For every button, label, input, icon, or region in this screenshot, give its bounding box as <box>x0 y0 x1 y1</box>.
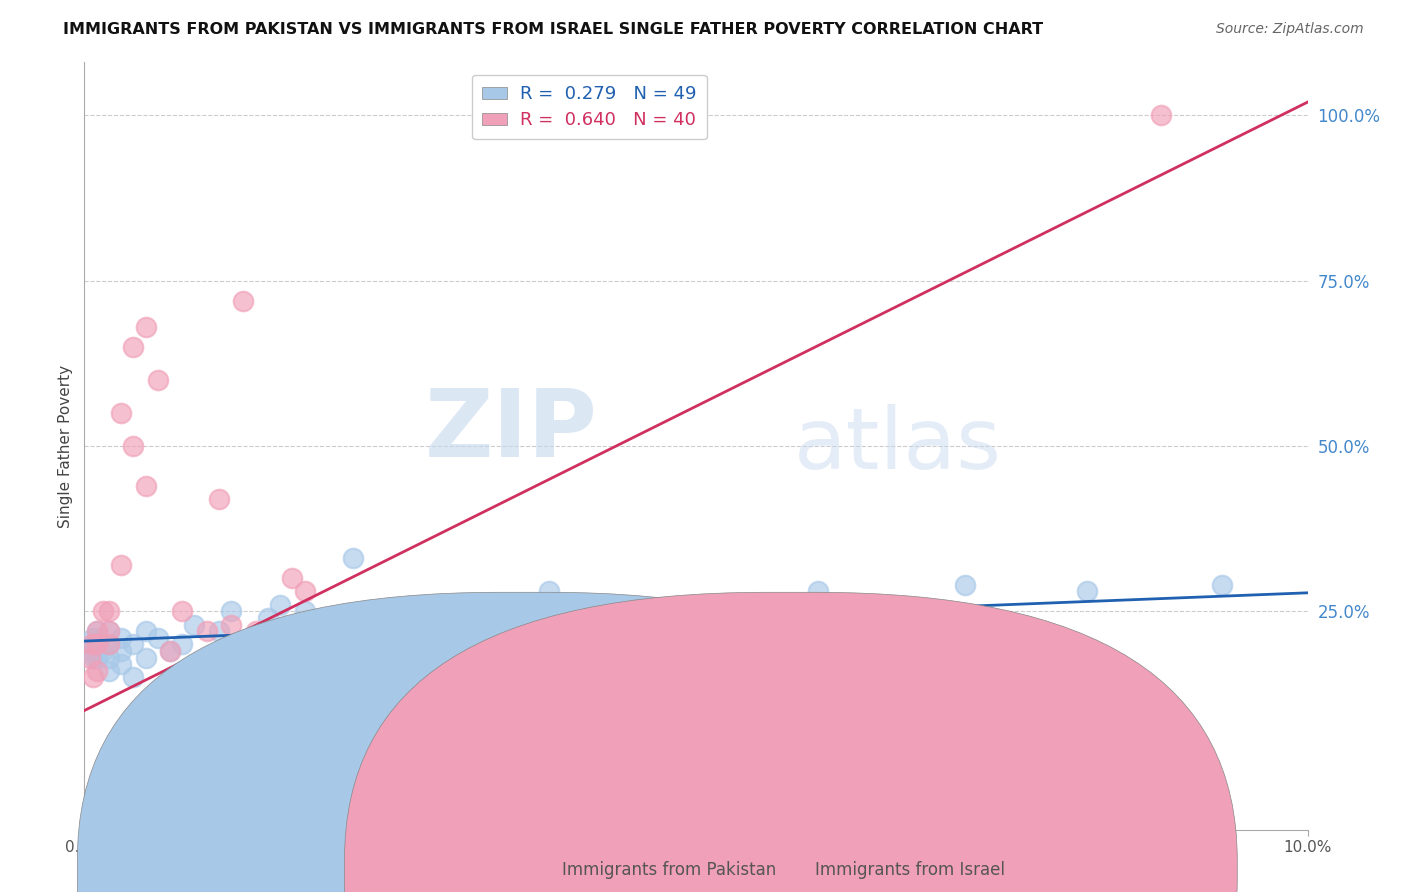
Point <box>86 664 108 678</box>
Point <box>1150 108 1173 122</box>
Point <box>367 604 389 618</box>
Point <box>342 551 364 566</box>
Point <box>208 491 231 506</box>
Point <box>122 340 145 354</box>
Point <box>172 637 194 651</box>
Point <box>97 604 120 618</box>
Point <box>183 677 205 691</box>
Point <box>342 637 364 651</box>
Point <box>440 704 463 718</box>
Point <box>86 650 108 665</box>
Point <box>82 631 104 645</box>
Point <box>110 406 132 420</box>
Point <box>269 716 291 731</box>
Point <box>79 644 101 658</box>
Point <box>183 617 205 632</box>
Point <box>172 604 194 618</box>
Point <box>1076 584 1098 599</box>
Point <box>91 604 114 618</box>
Point <box>416 704 439 718</box>
Text: Source: ZipAtlas.com: Source: ZipAtlas.com <box>1216 22 1364 37</box>
Point <box>330 650 353 665</box>
Point <box>685 664 707 678</box>
Text: atlas: atlas <box>794 404 1002 488</box>
Point <box>79 650 101 665</box>
Point <box>232 637 254 651</box>
Point <box>122 670 145 684</box>
Point <box>86 631 108 645</box>
Point <box>440 704 463 718</box>
Point <box>110 657 132 672</box>
Legend: R =  0.279   N = 49, R =  0.640   N = 40: R = 0.279 N = 49, R = 0.640 N = 40 <box>472 75 707 139</box>
Point <box>502 657 524 672</box>
Point <box>122 637 145 651</box>
Point <box>110 631 132 645</box>
Text: ZIP: ZIP <box>425 384 598 476</box>
Point <box>232 293 254 308</box>
Point <box>219 604 242 618</box>
Point <box>91 644 114 658</box>
Point <box>318 611 340 625</box>
Point <box>953 578 976 592</box>
Text: Immigrants from Israel: Immigrants from Israel <box>815 861 1005 879</box>
Point <box>135 478 157 492</box>
Point <box>318 624 340 639</box>
Point <box>747 637 769 651</box>
Point <box>135 320 157 334</box>
Point <box>562 657 585 672</box>
Point <box>636 604 658 618</box>
Point <box>135 624 157 639</box>
Point <box>83 650 105 665</box>
Point <box>195 624 218 639</box>
Point <box>391 677 413 691</box>
Point <box>159 644 181 658</box>
Point <box>269 598 291 612</box>
Point <box>86 637 108 651</box>
Point <box>97 637 120 651</box>
Point <box>86 637 108 651</box>
Point <box>294 604 316 618</box>
Text: Immigrants from Pakistan: Immigrants from Pakistan <box>562 861 776 879</box>
Point <box>86 624 108 639</box>
Point <box>195 650 218 665</box>
Point <box>416 604 439 618</box>
Point <box>82 670 104 684</box>
Point <box>538 584 561 599</box>
Point <box>146 373 169 387</box>
Point <box>97 637 120 651</box>
Point <box>1211 578 1233 592</box>
Point <box>84 637 107 651</box>
Point <box>146 631 169 645</box>
Point <box>586 710 609 724</box>
Point <box>110 558 132 572</box>
Point <box>305 650 328 665</box>
Point <box>219 617 242 632</box>
Point <box>208 624 231 639</box>
Point <box>97 650 120 665</box>
Point <box>135 650 157 665</box>
Point <box>159 644 181 658</box>
Point <box>380 670 402 684</box>
Point <box>281 571 304 585</box>
Point <box>80 637 103 651</box>
Point <box>477 624 499 639</box>
Text: IMMIGRANTS FROM PAKISTAN VS IMMIGRANTS FROM ISRAEL SINGLE FATHER POVERTY CORRELA: IMMIGRANTS FROM PAKISTAN VS IMMIGRANTS F… <box>63 22 1043 37</box>
Point <box>257 611 280 625</box>
Point <box>502 683 524 698</box>
Point <box>294 584 316 599</box>
Point <box>807 584 830 599</box>
Point <box>86 624 108 639</box>
Point <box>97 664 120 678</box>
Point <box>80 637 103 651</box>
Point <box>97 624 120 639</box>
Point <box>380 604 402 618</box>
Point <box>97 624 120 639</box>
Point <box>257 683 280 698</box>
Point <box>245 624 267 639</box>
Point <box>110 644 132 658</box>
Y-axis label: Single Father Poverty: Single Father Poverty <box>58 365 73 527</box>
Point <box>122 439 145 453</box>
